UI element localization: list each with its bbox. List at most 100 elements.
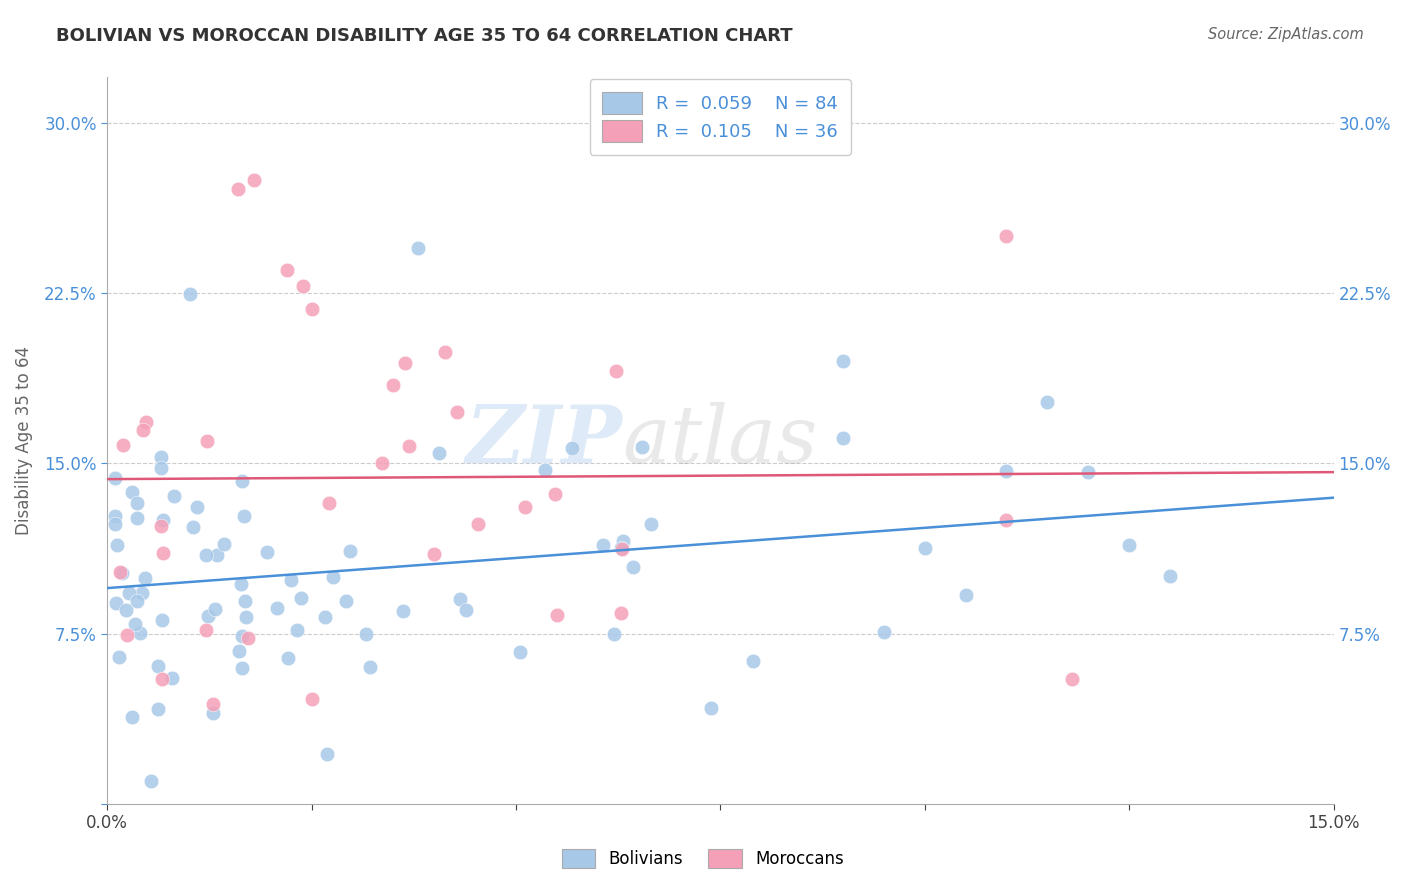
Point: [612, 542, 634, 557]
Point: [873, 624, 896, 639]
Point: [197, 608, 219, 623]
Point: [134, 571, 156, 585]
Point: [111, 566, 134, 580]
Point: [121, 710, 143, 724]
Point: [318, 496, 340, 510]
Point: [226, 182, 249, 196]
Point: [205, 548, 228, 562]
Point: [162, 671, 184, 685]
Point: [108, 565, 131, 579]
Point: [149, 450, 172, 464]
Point: [955, 588, 977, 602]
Point: [127, 594, 149, 608]
Point: [301, 691, 323, 706]
Text: Source: ZipAtlas.com: Source: ZipAtlas.com: [1208, 27, 1364, 42]
Point: [322, 570, 344, 584]
Point: [108, 650, 131, 665]
Text: BOLIVIAN VS MOROCCAN DISABILITY AGE 35 TO 64 CORRELATION CHART: BOLIVIAN VS MOROCCAN DISABILITY AGE 35 T…: [56, 27, 793, 45]
Point: [406, 241, 429, 255]
Point: [195, 548, 218, 562]
Point: [212, 537, 235, 551]
Point: [995, 512, 1018, 526]
Point: [243, 172, 266, 186]
Point: [356, 627, 378, 641]
Y-axis label: Disability Age 35 to 64: Disability Age 35 to 64: [15, 346, 32, 535]
Point: [427, 446, 450, 460]
Point: [605, 364, 627, 378]
Point: [202, 697, 225, 711]
Point: [832, 430, 855, 444]
Point: [115, 628, 138, 642]
Point: [231, 474, 253, 488]
Point: [231, 577, 253, 591]
Point: [146, 658, 169, 673]
Point: [1118, 538, 1140, 552]
Point: [146, 701, 169, 715]
Point: [1077, 465, 1099, 479]
Text: atlas: atlas: [623, 402, 818, 480]
Point: [339, 544, 361, 558]
Point: [1159, 568, 1181, 582]
Point: [700, 700, 723, 714]
Point: [392, 604, 415, 618]
Point: [382, 377, 405, 392]
Point: [612, 534, 634, 549]
Point: [914, 541, 936, 555]
Point: [238, 631, 260, 645]
Point: [202, 706, 225, 720]
Point: [194, 623, 217, 637]
Point: [1060, 672, 1083, 686]
Legend: R =  0.059    N = 84, R =  0.105    N = 36: R = 0.059 N = 84, R = 0.105 N = 36: [589, 79, 851, 155]
Point: [546, 607, 568, 622]
Point: [277, 651, 299, 665]
Point: [509, 645, 531, 659]
Point: [434, 344, 457, 359]
Point: [741, 654, 763, 668]
Point: [423, 547, 446, 561]
Point: [315, 747, 337, 761]
Point: [1036, 395, 1059, 409]
Point: [150, 613, 173, 627]
Point: [995, 229, 1018, 244]
Point: [290, 591, 312, 606]
Point: [995, 464, 1018, 478]
Point: [118, 585, 141, 599]
Point: [195, 434, 218, 448]
Point: [186, 500, 208, 514]
Point: [232, 508, 254, 523]
Point: [370, 456, 392, 470]
Point: [631, 440, 654, 454]
Point: [832, 354, 855, 368]
Point: [359, 660, 381, 674]
Point: [131, 586, 153, 600]
Point: [603, 627, 626, 641]
Point: [231, 630, 253, 644]
Point: [125, 496, 148, 510]
Point: [301, 301, 323, 316]
Point: [467, 516, 489, 531]
Point: [181, 519, 204, 533]
Point: [314, 609, 336, 624]
Point: [149, 460, 172, 475]
Point: [285, 623, 308, 637]
Point: [235, 610, 257, 624]
Point: [292, 279, 315, 293]
Point: [105, 538, 128, 552]
Point: [561, 441, 583, 455]
Point: [125, 511, 148, 525]
Point: [266, 601, 288, 615]
Point: [135, 415, 157, 429]
Point: [104, 508, 127, 523]
Point: [152, 513, 174, 527]
Point: [544, 487, 567, 501]
Point: [394, 356, 416, 370]
Point: [640, 517, 662, 532]
Point: [115, 602, 138, 616]
Point: [163, 489, 186, 503]
Point: [150, 519, 173, 533]
Point: [104, 471, 127, 485]
Point: [446, 405, 468, 419]
Point: [533, 463, 555, 477]
Point: [610, 541, 633, 556]
Point: [152, 546, 174, 560]
